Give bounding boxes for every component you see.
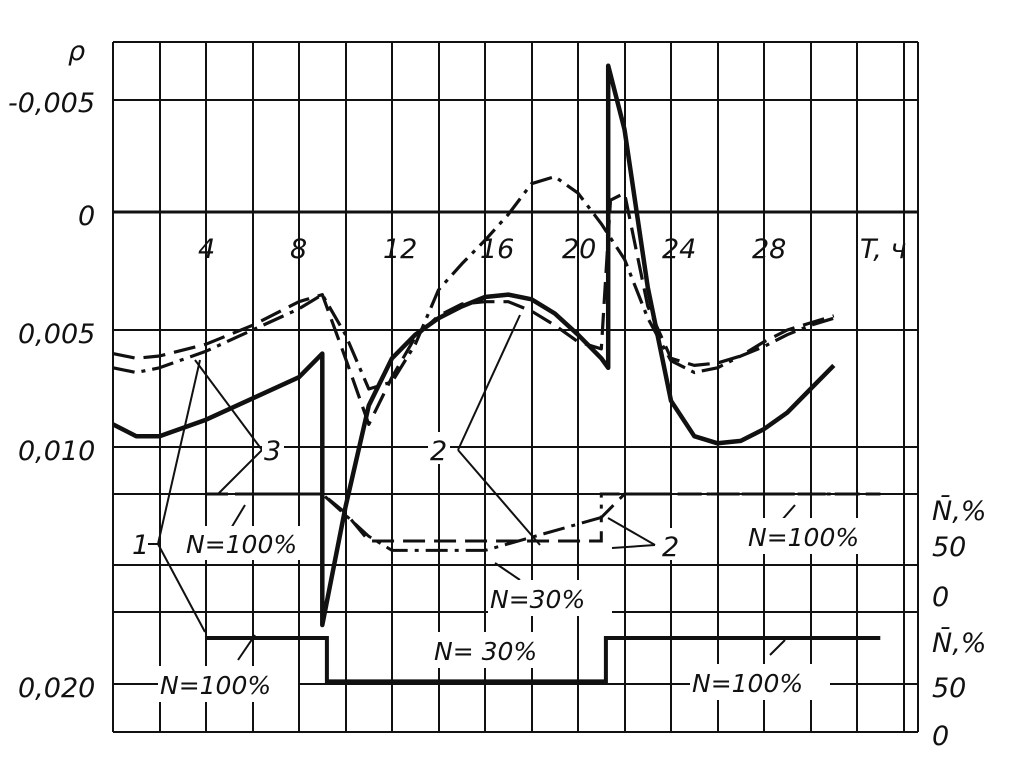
annotations: 1 2 3 2 N=100% N=100% N=30% N=100% N= 30… — [128, 432, 875, 702]
y-tick-label: -0,005 — [8, 88, 95, 119]
power-curve-1 — [206, 636, 881, 684]
curve-label-2: 2 — [430, 436, 447, 467]
y-tick-labels: -0,005 0 0,005 0,010 0,020 — [8, 88, 95, 704]
power-curves — [206, 492, 881, 684]
x-tick-label: 8 — [290, 234, 307, 265]
y-tick-label: 0,005 — [18, 319, 95, 350]
reactivity-curves — [111, 63, 836, 628]
series-line-3 — [112, 175, 835, 391]
x-tick-label: 20 — [562, 234, 596, 265]
power-lower-axis-label: N̄,% — [932, 627, 986, 659]
curve-label-1: 1 — [132, 530, 149, 561]
curve-label-2-power: 2 — [662, 532, 679, 563]
power-annotation: N=30% — [490, 585, 585, 614]
power-annotation: N=100% — [692, 669, 803, 698]
series-line-2 — [112, 191, 835, 426]
x-tick-label: 24 — [662, 234, 696, 265]
y-tick-label: 0,020 — [18, 673, 95, 704]
x-tick-labels: 4 8 12 16 20 24 28 T, ч — [198, 234, 906, 265]
power-lower-tick: 50 — [932, 673, 966, 704]
power-curve-2 — [206, 492, 881, 543]
x-tick-label: 12 — [383, 234, 417, 265]
power-annotation: N=100% — [186, 530, 297, 559]
x-tick-label: 28 — [752, 234, 786, 265]
grid — [112, 41, 919, 733]
power-lower-tick: 0 — [932, 721, 949, 752]
power-upper-tick: 0 — [932, 582, 949, 613]
power-axis-labels: N̄,% 50 0 N̄,% 50 0 — [932, 495, 986, 752]
x-tick-label: 4 — [198, 234, 215, 265]
power-upper-axis-label: N̄,% — [932, 495, 986, 527]
curve-label-3: 3 — [264, 436, 281, 467]
x-tick-label: 16 — [480, 234, 514, 265]
power-annotation: N=100% — [160, 671, 271, 700]
y-axis-label: ρ — [68, 36, 85, 67]
series-line-1 — [111, 63, 836, 628]
annotation-leaders — [140, 314, 796, 661]
x-axis-label: T, ч — [860, 234, 906, 265]
power-upper-tick: 50 — [932, 532, 966, 563]
y-tick-label: 0 — [78, 201, 95, 232]
y-tick-label: 0,010 — [18, 436, 95, 467]
power-annotation: N=100% — [748, 523, 859, 552]
power-annotation: N= 30% — [434, 637, 537, 666]
